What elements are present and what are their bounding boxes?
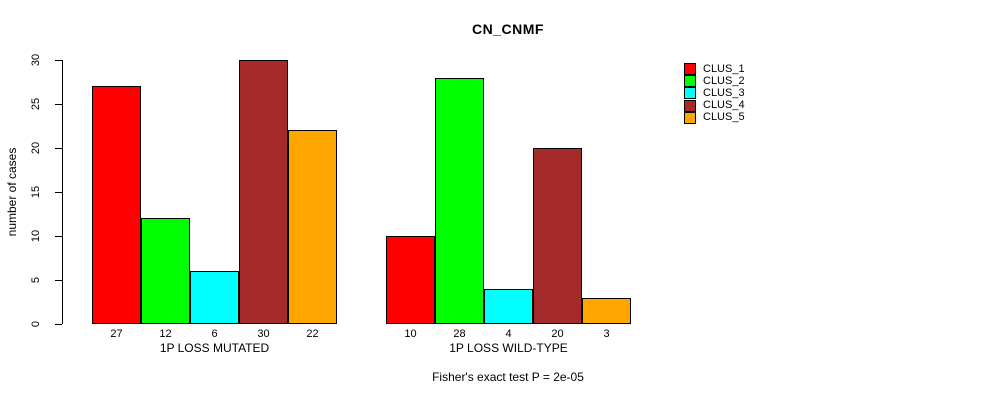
bar-clus_1 xyxy=(386,236,435,324)
legend-swatch xyxy=(684,111,696,124)
y-tick-label: 15 xyxy=(30,185,42,199)
bar-value-label: 27 xyxy=(110,328,123,340)
legend-item-clus_1: CLUS_1 xyxy=(684,62,745,76)
bar-value-label: 20 xyxy=(551,328,564,340)
legend-swatch xyxy=(684,87,696,100)
y-tick-label: 30 xyxy=(30,53,42,67)
legend-item-clus_2: CLUS_2 xyxy=(684,74,745,88)
y-tick-label: 5 xyxy=(30,276,42,284)
legend-label: CLUS_5 xyxy=(703,111,745,124)
bar-clus_1 xyxy=(92,86,141,324)
bar-clus_5 xyxy=(582,297,631,324)
y-tick-label: 20 xyxy=(30,141,42,155)
y-tick-label: 25 xyxy=(30,97,42,111)
legend-swatch xyxy=(684,75,696,88)
y-tick-label: 10 xyxy=(30,229,42,243)
legend-item-clus_3: CLUS_3 xyxy=(684,86,745,100)
y-tick-mark xyxy=(55,59,62,61)
bar-clus_4 xyxy=(533,148,582,324)
y-tick-mark xyxy=(55,191,62,193)
legend: CLUS_1 CLUS_2 CLUS_3 CLUS_4 CLUS_5 xyxy=(684,63,745,124)
bar-value-label: 3 xyxy=(603,328,610,340)
y-tick-mark xyxy=(55,147,62,149)
legend-label: CLUS_2 xyxy=(703,74,745,87)
legend-swatch xyxy=(684,99,696,112)
y-tick-mark xyxy=(55,279,62,281)
bar-clus_3 xyxy=(190,271,239,324)
legend-label: CLUS_4 xyxy=(703,99,745,112)
bar-value-label: 4 xyxy=(505,328,512,340)
legend-label: CLUS_3 xyxy=(703,86,745,99)
bar-clus_2 xyxy=(141,218,190,324)
bar-value-label: 22 xyxy=(306,328,319,340)
y-axis-title: number of cases xyxy=(5,147,19,237)
bar-value-label: 6 xyxy=(211,328,218,340)
y-tick-mark xyxy=(55,235,62,237)
bar-clus_3 xyxy=(484,288,533,324)
bar-clus_2 xyxy=(435,77,484,324)
bar-value-label: 30 xyxy=(257,328,270,340)
y-tick-mark xyxy=(55,323,62,325)
chart-title: CN_CNMF xyxy=(472,21,544,37)
legend-label: CLUS_1 xyxy=(703,62,745,75)
legend-swatch xyxy=(684,63,696,76)
legend-item-clus_5: CLUS_5 xyxy=(684,111,745,124)
bar-value-label: 10 xyxy=(404,328,417,340)
y-tick-label: 0 xyxy=(30,320,42,328)
bar-value-label: 12 xyxy=(159,328,172,340)
group-label: 1P LOSS MUTATED xyxy=(159,341,270,355)
stat-annotation: Fisher's exact test P = 2e-05 xyxy=(432,370,584,384)
bar-value-label: 28 xyxy=(453,328,466,340)
legend-item-clus_4: CLUS_4 xyxy=(684,99,745,112)
bar-clus_5 xyxy=(288,130,337,324)
y-axis-line xyxy=(62,60,63,324)
bar-clus_4 xyxy=(239,60,288,324)
group-label: 1P LOSS WILD-TYPE xyxy=(449,341,568,355)
y-tick-mark xyxy=(55,103,62,105)
